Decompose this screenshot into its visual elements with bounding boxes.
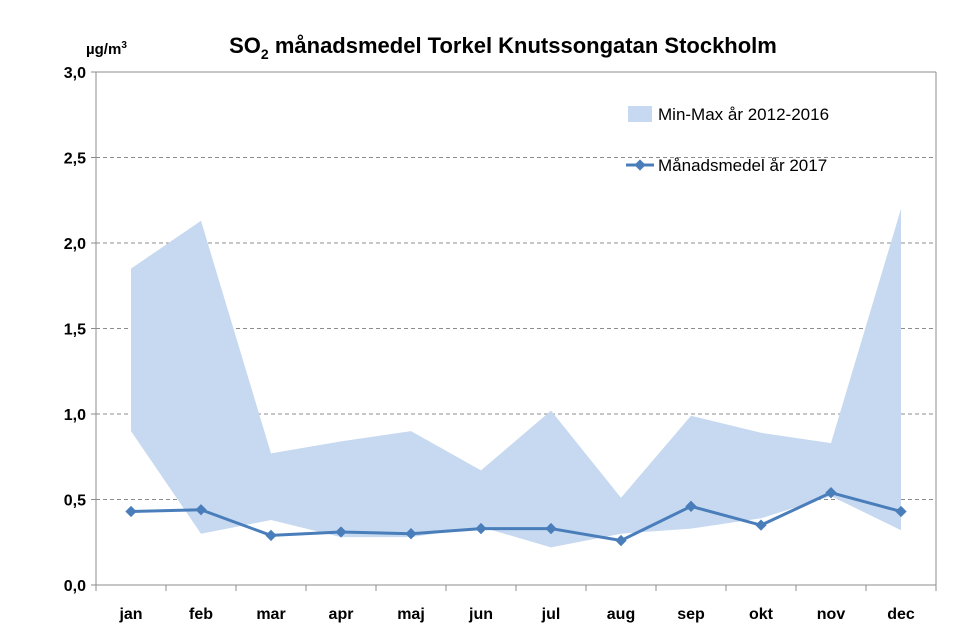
- legend-swatch-marker: [634, 159, 646, 171]
- y-axis-unit-superscript: 3: [121, 40, 127, 51]
- data-point-marker: [895, 505, 907, 518]
- x-tick-label: okt: [749, 606, 774, 623]
- x-tick-label: mar: [256, 606, 285, 623]
- x-tick-label: aug: [607, 606, 635, 623]
- chart-title-main: SO: [229, 33, 261, 58]
- chart-title-subscript: 2: [261, 46, 269, 62]
- legend-swatch-range-band: [628, 106, 652, 122]
- y-tick-label: 0,5: [64, 493, 86, 510]
- data-point-marker: [755, 519, 767, 531]
- x-tick-label: nov: [817, 606, 846, 623]
- y-tick-label: 2,5: [64, 151, 86, 168]
- chart-title: SO2 månadsmedel Torkel Knutssongatan Sto…: [229, 33, 777, 62]
- series-line-2017: [130, 491, 902, 543]
- y-tick-label: 2,0: [64, 236, 86, 253]
- data-point-marker: [125, 505, 137, 518]
- tick-layer: 0,0 0,5 1,0 1,5 2,0 2,5 3,0 jan feb mar apr maj jun j…: [64, 65, 915, 623]
- data-point-marker: [195, 504, 207, 516]
- data-point-marker: [475, 522, 487, 535]
- x-tick-label: jul: [541, 606, 561, 623]
- y-tick-label: 1,5: [64, 322, 86, 339]
- x-tick-label: sep: [677, 606, 705, 623]
- data-point-marker: [405, 528, 417, 540]
- data-point-marker: [685, 500, 697, 512]
- min-max-band: [131, 208, 901, 548]
- axis-layer: [91, 71, 937, 591]
- y-tick-label: 1,0: [64, 407, 86, 424]
- data-point-marker: [615, 534, 627, 547]
- chart-title-rest: månadsmedel Torkel Knutssongatan Stockho…: [269, 33, 777, 58]
- y-axis-unit-main: µg/m: [86, 41, 121, 58]
- band-layer: [131, 208, 901, 548]
- x-tick-label: dec: [887, 606, 915, 623]
- x-tick-label: feb: [189, 606, 213, 623]
- x-tick-label: jan: [118, 606, 142, 623]
- legend-label-line: Månadsmedel år 2017: [658, 156, 827, 175]
- y-axis-unit: µg/m3: [86, 40, 127, 58]
- y-tick-label: 0,0: [64, 578, 86, 595]
- x-tick-label: maj: [397, 606, 425, 623]
- y-tick-label: 3,0: [64, 65, 86, 82]
- data-point-marker: [825, 487, 837, 499]
- legend: Min-Max år 2012-2016 Månadsmedel år 2017: [626, 105, 829, 175]
- x-tick-label: jun: [468, 606, 493, 623]
- legend-label-range-band: Min-Max år 2012-2016: [658, 105, 829, 124]
- data-point-marker: [545, 522, 557, 535]
- data-point-marker: [335, 526, 347, 538]
- x-tick-label: apr: [329, 606, 354, 623]
- data-point-marker: [265, 529, 277, 542]
